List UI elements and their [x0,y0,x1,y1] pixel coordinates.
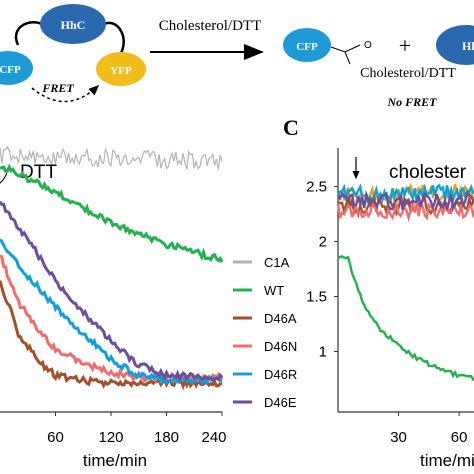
legend-label-d46n: D46N [264,339,297,354]
cholesterol-annotation: cholester [389,162,467,183]
carbonyl-o: O [364,40,372,51]
product-cfp [283,28,331,62]
legend: C1A WT D46A D46N D46R D46E [233,255,297,410]
x-tick-label-c: 60 [451,429,468,446]
series-line-c-6 [337,255,474,382]
series-line-d46r [0,238,223,386]
legend-label-d46e: D46E [264,395,297,410]
series-line-wt [0,163,224,263]
fret-arrow [31,84,100,103]
yfp-domain [96,52,146,86]
series-lines-b [0,145,224,391]
cfp-label: CFP [0,64,21,76]
yfp-label: YFP [110,65,132,77]
y-tick-label-c: 2.5 [306,179,327,196]
thioester-bond [330,44,361,65]
y-tick-label-c: 1 [319,344,327,361]
x-tick-label-c: 30 [390,429,407,446]
legend-label-d46a: D46A [264,311,297,326]
x-tick-label-b: 180 [154,429,179,446]
series-line-c-5 [336,189,474,213]
dtt-arrow [0,172,8,184]
x-tick-label-b: 240 [201,429,226,446]
no-fret-label: No FRET [386,95,437,109]
cfp-domain [0,51,33,85]
y-tick-label-c: 2 [319,234,327,251]
series-line-c-4 [336,198,474,223]
series-line-c-2 [337,183,474,206]
linker-line [14,21,125,56]
x-ticks-c: 30 60 [390,412,467,446]
hhc-label: HhC [61,18,86,32]
panel-c-label: C [283,115,299,140]
x-axis-title-c: time/min [420,451,474,470]
legend-label-c1a: C1A [264,255,290,270]
schematic: HhC CFP YFP FRET Cholesterol/DTT CFP O C… [0,4,474,109]
hhc-domain [40,4,106,44]
fret-label: FRET [41,81,74,95]
x-axis-title-b: time/min [83,451,147,470]
series-lines-c [336,182,474,382]
y-ticks-c: 1 1.5 2 2.5 [306,179,338,361]
product-hhc-label: Hh [462,39,474,53]
x-ticks-b: 60 120 180 240 [47,412,227,446]
series-line-c1a [0,145,223,170]
x-tick-label-b: 60 [47,429,64,446]
dtt-annotation: DTT [20,162,57,183]
x-tick-label-b: 120 [98,429,123,446]
legend-label-d46r: D46R [264,367,297,382]
plus-sign: + [399,33,411,58]
y-tick-label-c: 1.5 [306,289,327,306]
reaction-label: Cholesterol/DTT [159,18,261,34]
product-cfp-label: CFP [296,41,318,53]
legend-label-wt: WT [264,283,284,298]
panel-b: DTT 60 120 180 240 time/min C1A WT D46A D46N D4… [0,145,297,470]
product-adduct-label: Cholesterol/DTT [360,66,456,81]
series-line-d46e [0,200,224,383]
series-line-d46n [0,254,224,385]
panel-c: C 1 1.5 2 2.5 30 60 cholester time/min [283,115,474,470]
product-hhc [436,25,474,65]
